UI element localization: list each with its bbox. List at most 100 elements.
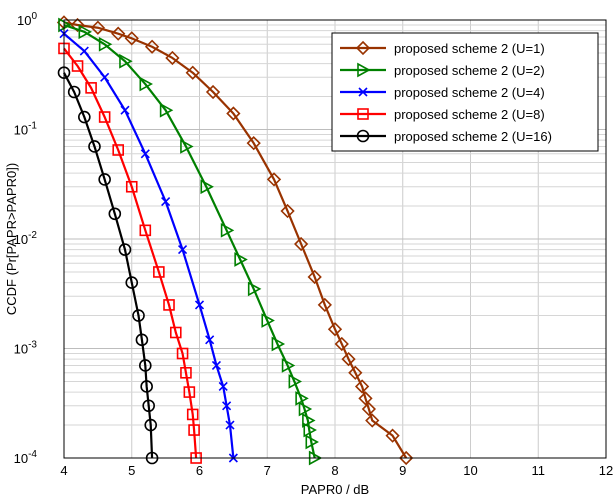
data-point: [205, 84, 221, 100]
data-point: [132, 309, 145, 322]
data-point: [144, 418, 158, 432]
data-point: [176, 347, 189, 360]
data-point: [246, 136, 261, 151]
data-point: [307, 269, 322, 285]
data-point: [142, 399, 155, 413]
data-point: [169, 326, 182, 339]
series-2: [58, 17, 323, 466]
data-point: [365, 413, 380, 428]
data-point: [165, 50, 180, 66]
data-point: [119, 53, 133, 69]
data-point: [183, 386, 196, 398]
series-line: [63, 47, 198, 459]
legend: proposed scheme 2 (U=1) proposed scheme 2…: [331, 32, 599, 152]
x-tick-labels: 4 5 6 7 8 9 10 11 12: [60, 463, 613, 478]
data-point: [118, 243, 132, 256]
data-point: [220, 222, 235, 238]
x-tick-label: 12: [599, 463, 613, 478]
data-point: [139, 359, 152, 372]
legend-label: proposed scheme 2 (U=4): [394, 85, 545, 100]
data-point: [361, 401, 377, 417]
series-line: [63, 21, 408, 459]
legend-label: proposed scheme 2 (U=1): [394, 41, 545, 56]
data-point: [120, 105, 130, 115]
data-point: [159, 102, 174, 118]
y-tick-label: 10-3: [14, 340, 38, 357]
data-point: [358, 87, 368, 97]
data-point: [78, 110, 91, 124]
y-tick-label: 10-1: [14, 121, 38, 138]
data-point: [211, 360, 222, 371]
data-point: [135, 333, 149, 347]
legend-label: proposed scheme 2 (U=16): [394, 129, 552, 144]
data-point: [67, 85, 81, 99]
data-point: [341, 351, 356, 367]
data-point: [317, 297, 332, 313]
data-point: [186, 408, 199, 421]
data-point: [200, 179, 214, 195]
x-tick-label: 6: [196, 463, 203, 478]
legend-label: proposed scheme 2 (U=2): [394, 63, 545, 78]
data-point: [281, 358, 296, 373]
data-point: [88, 140, 101, 153]
data-point: [261, 313, 275, 328]
data-point: [70, 17, 85, 33]
data-point: [234, 252, 248, 267]
data-point: [98, 173, 111, 186]
data-point: [356, 129, 370, 143]
legend-entry: proposed scheme 2 (U=16): [340, 129, 552, 144]
data-point: [112, 144, 124, 156]
x-tick-label: 9: [399, 463, 406, 478]
data-point: [205, 335, 215, 345]
x-tick-label: 4: [60, 463, 67, 478]
data-point: [185, 65, 200, 80]
x-tick-label: 10: [463, 463, 477, 478]
data-point: [139, 224, 152, 237]
x-tick-label: 8: [331, 463, 338, 478]
legend-entry: proposed scheme 2 (U=1): [340, 40, 545, 56]
data-point: [225, 420, 235, 430]
data-point: [295, 391, 309, 406]
data-point: [247, 281, 262, 297]
data-point: [298, 401, 313, 417]
data-point: [71, 60, 84, 72]
data-point: [79, 46, 89, 56]
data-point: [180, 139, 194, 154]
series-4: [58, 42, 202, 464]
data-point: [188, 424, 200, 436]
data-point: [303, 422, 317, 438]
data-point: [140, 149, 150, 159]
data-point: [98, 36, 113, 52]
data-point: [399, 450, 414, 466]
y-axis-label: CCDF (Pr[PAPR>PAPR0]): [4, 163, 19, 315]
data-point: [218, 381, 228, 392]
data-point: [357, 62, 371, 78]
data-point: [334, 336, 349, 352]
data-point: [90, 20, 106, 35]
data-point: [100, 72, 110, 82]
data-point: [85, 82, 97, 94]
data-point: [305, 434, 319, 450]
data-point: [280, 203, 295, 219]
data-point: [266, 172, 282, 187]
data-point: [293, 236, 309, 252]
data-point: [111, 26, 126, 41]
data-point: [385, 428, 400, 443]
data-point: [124, 31, 139, 46]
data-point: [98, 111, 111, 123]
data-point: [354, 379, 370, 394]
data-point: [153, 266, 165, 278]
y-tick-labels: 100 10-1 10-2 10-3 10-4: [14, 11, 38, 466]
data-point: [139, 76, 153, 92]
legend-entry: proposed scheme 2 (U=8): [340, 107, 545, 122]
data-point: [358, 391, 373, 406]
y-tick-label: 10-2: [14, 230, 38, 247]
series-line: [63, 32, 235, 459]
data-point: [327, 322, 343, 337]
data-point: [140, 380, 153, 393]
legend-label: proposed scheme 2 (U=8): [394, 107, 545, 122]
x-tick-label: 5: [128, 463, 135, 478]
data-point: [357, 108, 369, 120]
